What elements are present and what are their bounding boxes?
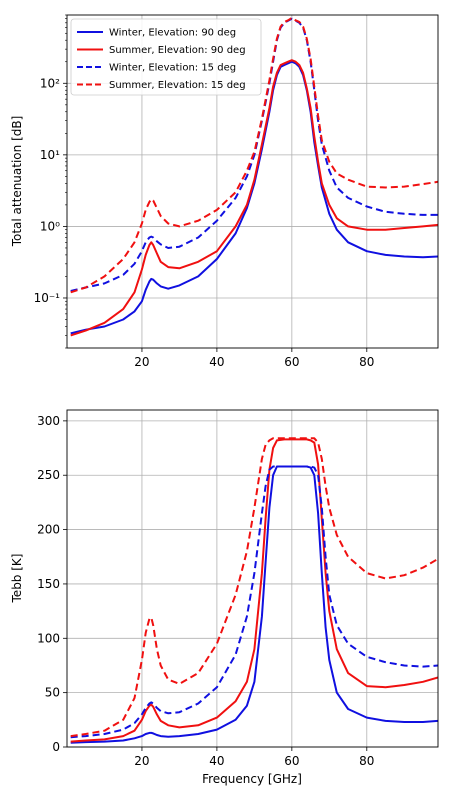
top-x-tick-label: 60 bbox=[284, 355, 299, 369]
bottom-x-tick-label: 20 bbox=[134, 754, 149, 768]
top-x-tick-label: 80 bbox=[359, 355, 374, 369]
top-y-tick-label: 10² bbox=[40, 76, 60, 90]
bottom-y-tick-label: 0 bbox=[52, 740, 60, 754]
tebb-chart: 20 40 60 80 0 50 100 150 200 250 300 Tebb [K] Freq… bbox=[10, 409, 439, 786]
bottom-y-tick-label: 300 bbox=[37, 414, 60, 428]
bottom-plot-frame bbox=[66, 409, 439, 748]
bottom-y-tick-label: 100 bbox=[37, 631, 60, 645]
bottom-x-tick-label: 40 bbox=[209, 754, 224, 768]
top-series-line-1 bbox=[70, 59, 438, 337]
bottom-y-tick-label: 250 bbox=[37, 468, 60, 482]
top-axis-ticks: 20 40 60 80 10⁻¹ 10⁰ 10¹ 10² bbox=[34, 14, 374, 369]
top-series-line-3 bbox=[70, 16, 438, 294]
legend-label-2: Winter, Elevation: 15 deg bbox=[109, 63, 236, 74]
legend-box bbox=[70, 18, 262, 96]
top-y-tick-label: 10⁰ bbox=[40, 219, 60, 233]
bottom-x-tick-label: 60 bbox=[284, 754, 299, 768]
top-series-lines bbox=[70, 16, 438, 337]
bottom-x-tick-label: 80 bbox=[359, 754, 374, 768]
bottom-series-line-1 bbox=[70, 438, 438, 743]
bottom-series-lines bbox=[70, 437, 438, 744]
legend-label-1: Summer, Elevation: 90 deg bbox=[109, 45, 246, 56]
legend: Winter, Elevation: 90 deg Summer, Elevati… bbox=[70, 18, 262, 96]
top-x-tick-label: 40 bbox=[209, 355, 224, 369]
bottom-series-line-2 bbox=[70, 465, 438, 739]
top-series-line-0 bbox=[70, 60, 438, 335]
attenuation-chart: 20 40 60 80 10⁻¹ 10⁰ 10¹ 10² Total attenuation … bbox=[10, 14, 439, 369]
bottom-series-line-0 bbox=[70, 465, 438, 744]
bottom-axis-ticks: 20 40 60 80 0 50 100 150 200 250 300 bbox=[37, 414, 374, 768]
top-y-tick-label: 10⁻¹ bbox=[34, 291, 61, 305]
legend-label-3: Summer, Elevation: 15 deg bbox=[109, 80, 246, 91]
top-y-axis-label: Total attenuation [dB] bbox=[10, 116, 24, 248]
top-x-tick-label: 20 bbox=[134, 355, 149, 369]
top-y-tick-label: 10¹ bbox=[40, 148, 60, 162]
top-plot-frame bbox=[66, 14, 439, 349]
bottom-y-tick-label: 50 bbox=[45, 686, 60, 700]
bottom-y-axis-label: Tebb [K] bbox=[10, 554, 24, 604]
bottom-x-axis-label: Frequency [GHz] bbox=[202, 772, 302, 786]
bottom-y-tick-label: 150 bbox=[37, 577, 60, 591]
legend-label-0: Winter, Elevation: 90 deg bbox=[109, 28, 236, 39]
bottom-y-tick-label: 200 bbox=[37, 523, 60, 537]
bottom-series-line-3 bbox=[70, 437, 438, 738]
